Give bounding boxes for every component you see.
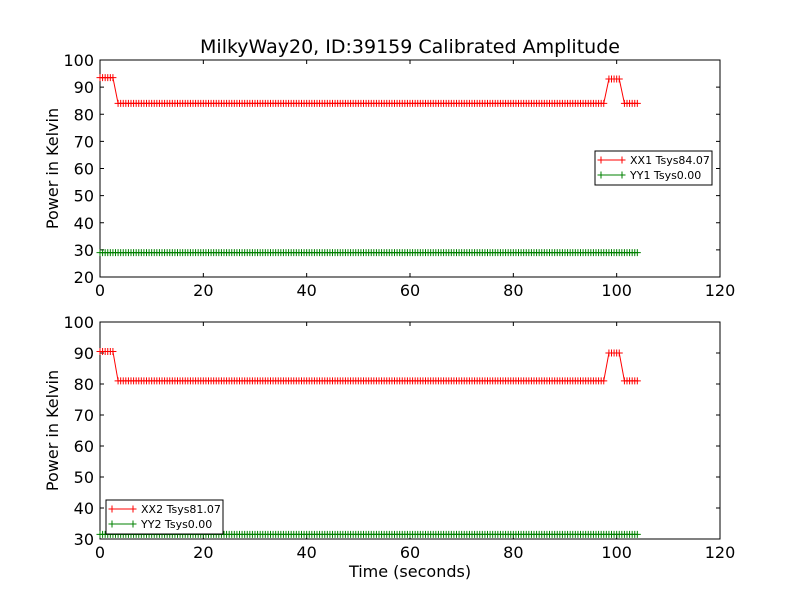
legend-swatch-marker [129,520,137,528]
y-tick-label: 50 [74,468,94,487]
legend-entry-label: XX2 Tsys81.07 [141,503,221,516]
legend: XX1 Tsys84.07 YY1 Tsys0.00 [594,150,713,186]
legend-swatch-marker [618,156,626,164]
y-tick-label: 80 [74,105,94,124]
data-point-marker [615,349,623,357]
x-tick-label: 20 [193,281,213,300]
y-tick-label: 40 [74,499,94,518]
x-tick-label: 80 [503,281,523,300]
legend-swatch-marker [618,171,626,179]
legend-entry-label: YY2 Tsys0.00 [140,518,212,531]
x-tick-label: 40 [296,281,316,300]
x-tick-label: 60 [400,281,420,300]
series-XX1 Tsys84.07 [96,74,641,107]
legend-swatch-marker [108,520,116,528]
y-tick-label: 100 [63,313,94,332]
y-tick-label: 30 [74,530,94,549]
series-YY1 Tsys0.00 [96,249,641,257]
y-tick-label: 70 [74,132,94,151]
data-point-marker [633,99,641,107]
y-tick-label: 80 [74,375,94,394]
x-tick-label: 120 [705,281,736,300]
x-tick-label: 120 [705,543,736,562]
x-tick-label: 80 [503,543,523,562]
legend-swatch-marker [597,171,605,179]
legend-entry-label: YY1 Tsys0.00 [629,169,701,182]
y-axis-label: Power in Kelvin [43,370,62,491]
legend: XX2 Tsys81.07 YY2 Tsys0.00 [105,499,224,535]
bottom-subplot: 0 20 40 60 80 100 120 30 40 50 60 70 80 90 100 Power in… [43,313,735,562]
x-tick-label: 0 [95,543,105,562]
x-axis-label: Time (seconds) [348,562,471,581]
y-axis-label: Power in Kelvin [43,108,62,229]
x-tick-label: 60 [400,543,420,562]
x-tick-label: 100 [601,281,632,300]
x-tick-label: 100 [601,543,632,562]
data-point-marker [109,347,117,355]
legend-swatch-marker [597,156,605,164]
y-tick-label: 50 [74,187,94,206]
y-tick-label: 90 [74,344,94,363]
y-tick-label: 90 [74,78,94,97]
data-point-marker [633,530,641,538]
x-tick-label: 0 [95,281,105,300]
y-tick-label: 40 [74,214,94,233]
y-tick-label: 70 [74,406,94,425]
legend-entry-label: XX1 Tsys84.07 [630,154,710,167]
y-tick-label: 20 [74,268,94,287]
series-XX2 Tsys81.07 [96,347,641,385]
legend-swatch-marker [108,505,116,513]
data-point-marker [633,249,641,257]
x-tick-label: 40 [296,543,316,562]
data-point-marker [600,99,608,107]
data-point-marker [600,377,608,385]
legend-box [594,150,713,186]
x-tick-label: 20 [193,543,213,562]
legend-swatch-marker [129,505,137,513]
chart-title: MilkyWay20, ID:39159 Calibrated Amplitud… [200,36,620,58]
data-point-marker [109,74,117,82]
top-subplot: 0 20 40 60 80 100 1202030405060708090100Power … [43,51,735,300]
y-tick-label: 60 [74,160,94,179]
y-tick-label: 30 [74,241,94,260]
y-tick-label: 100 [63,51,94,70]
y-tick-label: 60 [74,437,94,456]
legend-box [105,499,224,535]
data-point-marker [615,75,623,83]
data-point-marker [633,377,641,385]
